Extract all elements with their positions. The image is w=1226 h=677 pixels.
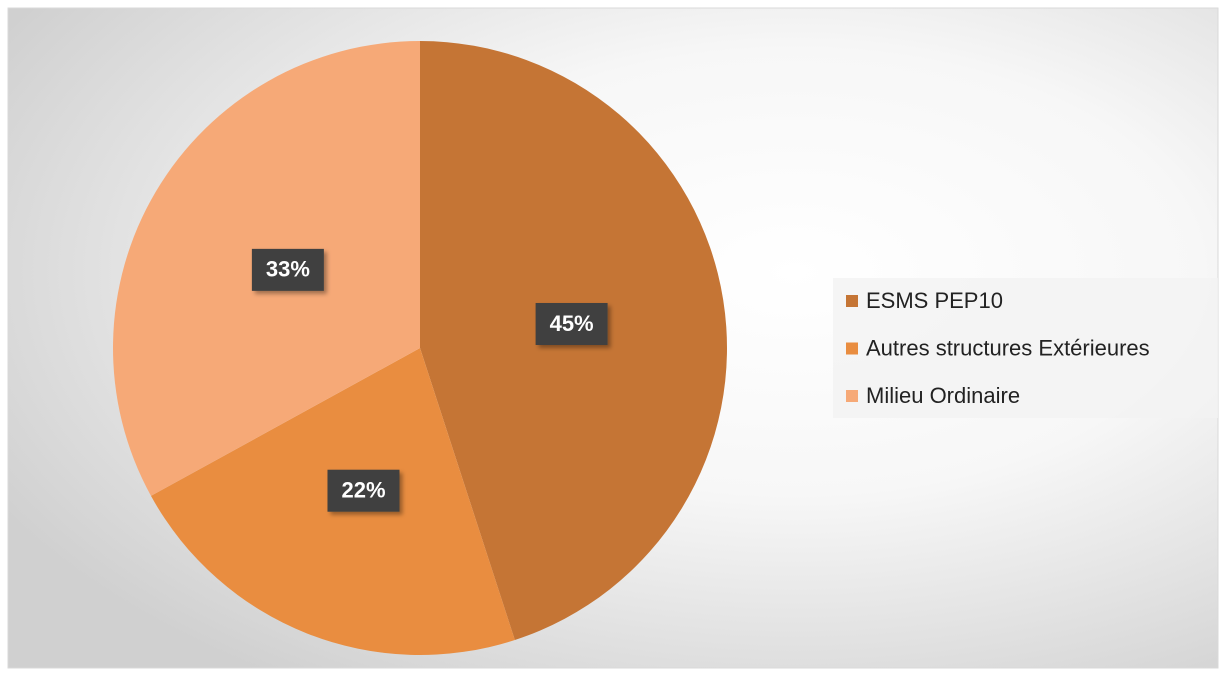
legend-label: Milieu Ordinaire (866, 383, 1020, 408)
legend-label: ESMS PEP10 (866, 288, 1003, 313)
data-label: 22% (341, 478, 385, 503)
legend-box (833, 278, 1218, 418)
data-label-box (327, 469, 400, 512)
data-label: 45% (550, 311, 594, 336)
legend-label: Autres structures Extérieures (866, 335, 1150, 360)
data-label: 33% (266, 257, 310, 282)
legend-swatch (846, 342, 858, 355)
legend-swatch (846, 295, 858, 307)
data-label-box (251, 248, 324, 291)
legend-swatch (846, 390, 858, 402)
data-label-box (535, 302, 608, 345)
